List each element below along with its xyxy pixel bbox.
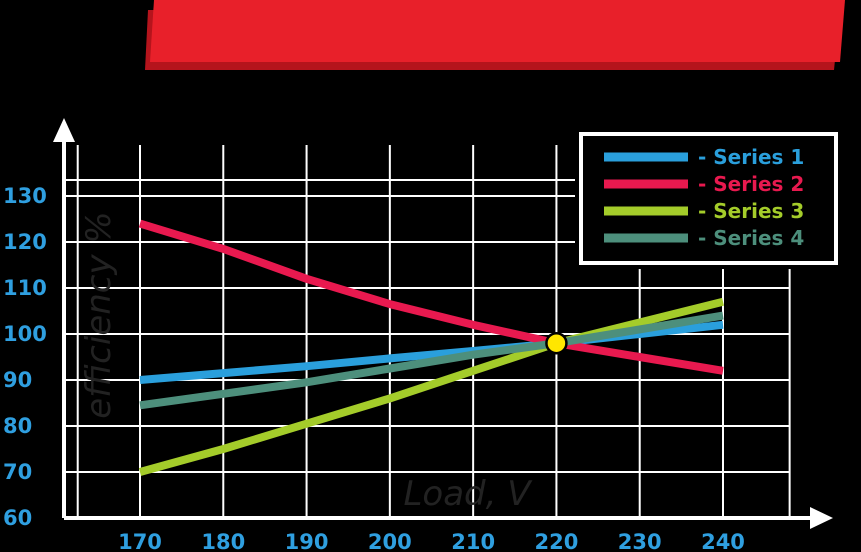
y-axis-ticks: 60 70 80 90 100 110 120 130: [3, 184, 47, 530]
marker-layer: [545, 331, 568, 355]
y-tick-label: 120: [3, 230, 47, 254]
legend-label-1: - Series 1: [698, 145, 804, 169]
y-tick-label: 90: [3, 368, 32, 392]
y-axis-title: efficiency %: [79, 211, 119, 418]
y-tick-label: 70: [3, 460, 32, 484]
x-tick-label: 230: [618, 530, 662, 552]
x-tick-label: 170: [118, 530, 162, 552]
series-line-3: [138, 297, 724, 476]
series-layer: [138, 219, 724, 476]
y-tick-label: 130: [3, 184, 47, 208]
y-axis-arrow: [53, 118, 75, 142]
x-axis-title: Load, V: [403, 474, 533, 514]
legend-label-3: - Series 3: [698, 199, 804, 223]
legend-label-2: - Series 2: [698, 172, 804, 196]
series-line-2: [138, 219, 724, 375]
series-line-4: [139, 311, 724, 410]
x-tick-label: 190: [285, 530, 329, 552]
x-tick-label: 210: [451, 530, 495, 552]
x-axis-arrow: [810, 507, 833, 529]
y-tick-label: 80: [3, 414, 32, 438]
y-tick-label: 110: [3, 276, 47, 300]
x-axis-ticks: 170 180 190 200 210 220 230 240: [118, 530, 745, 552]
legend: - Series 1 - Series 2 - Series 3 - Series 4: [575, 128, 842, 269]
x-tick-label: 180: [201, 530, 245, 552]
y-tick-label: 100: [3, 322, 47, 346]
x-tick-label: 240: [701, 530, 745, 552]
legend-label-4: - Series 4: [698, 226, 804, 250]
title-banner: [150, 0, 845, 62]
x-tick-label: 220: [535, 530, 579, 552]
y-tick-label: 60: [3, 506, 32, 530]
chart-axes: [53, 118, 833, 529]
x-tick-label: 200: [368, 530, 412, 552]
intersection-marker: [545, 331, 568, 355]
